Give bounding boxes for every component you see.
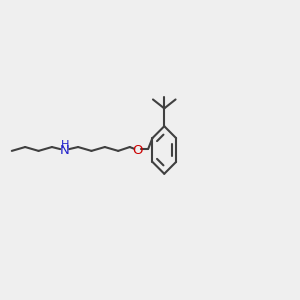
Text: N: N xyxy=(60,143,70,157)
Text: H: H xyxy=(60,140,69,150)
Text: O: O xyxy=(133,143,143,157)
